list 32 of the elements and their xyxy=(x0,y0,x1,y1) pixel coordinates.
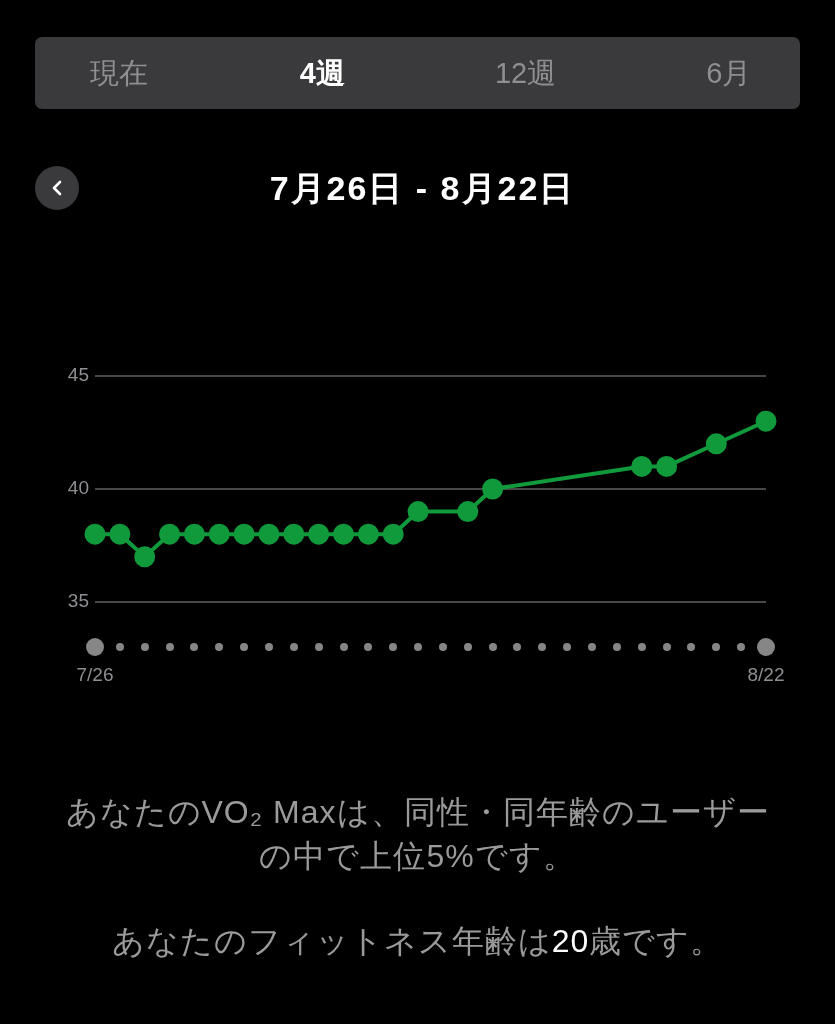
x-tick-label: 7/26 xyxy=(76,663,114,685)
chart-title: 7月26日 - 8月22日 xyxy=(269,169,576,207)
text: 現在 xyxy=(90,57,148,89)
point xyxy=(705,433,727,455)
y-tick-label: 35 xyxy=(67,590,89,612)
point xyxy=(382,523,404,545)
point xyxy=(755,410,777,432)
point xyxy=(159,523,181,545)
y-tick-label: 45 xyxy=(67,364,89,386)
point xyxy=(109,523,131,545)
text: あなたのフィットネス年齢は20歳です。 xyxy=(111,923,724,959)
point xyxy=(457,501,479,523)
point xyxy=(208,523,230,545)
text: 4週 xyxy=(299,57,345,89)
x-tick-label: 8/22 xyxy=(747,663,785,685)
point xyxy=(84,523,106,545)
point xyxy=(407,501,429,523)
text: 12週 xyxy=(494,57,557,89)
text: 6月 xyxy=(706,57,752,89)
point xyxy=(258,523,280,545)
point xyxy=(233,523,255,545)
point xyxy=(357,523,379,545)
y-tick-label: 40 xyxy=(67,477,89,499)
point xyxy=(656,455,678,477)
point xyxy=(333,523,355,545)
point xyxy=(631,455,653,477)
point xyxy=(134,546,156,568)
point xyxy=(482,478,504,500)
point xyxy=(183,523,205,545)
text: あなたのVO₂ Maxは、同性・同年齢のユーザーの中で上位5%です。 xyxy=(65,794,770,874)
point xyxy=(308,523,330,545)
point xyxy=(283,523,305,545)
